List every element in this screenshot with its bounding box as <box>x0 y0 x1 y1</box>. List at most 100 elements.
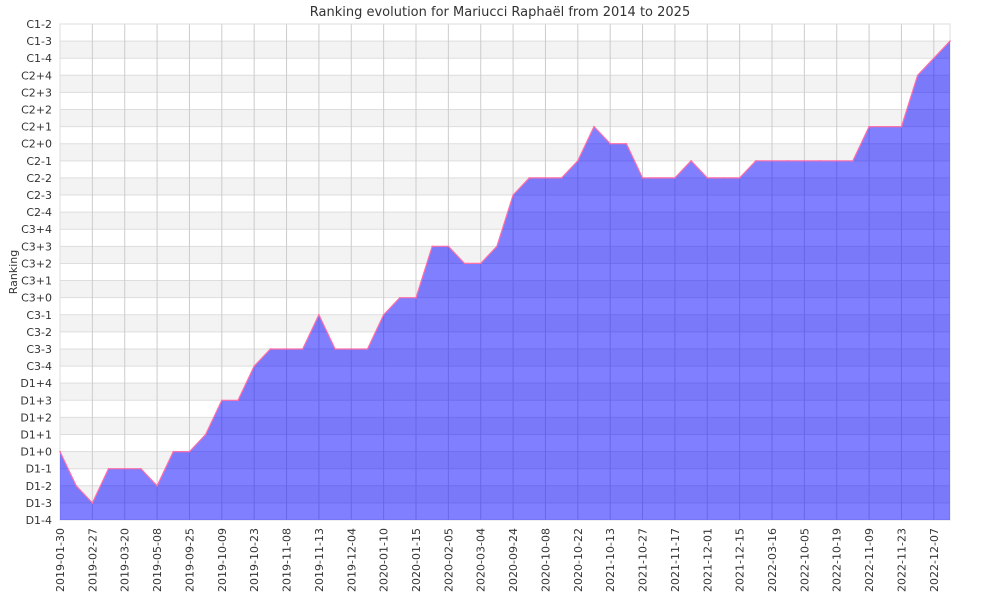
x-tick-label: 2020-10-22 <box>572 528 585 592</box>
x-tick-label: 2022-11-09 <box>863 528 876 592</box>
y-tick-label: C3+0 <box>21 292 52 305</box>
data-point <box>107 467 110 470</box>
grid-band <box>60 41 950 59</box>
y-tick-label: C2+0 <box>21 138 52 151</box>
y-tick-label: D1+4 <box>20 377 52 390</box>
y-tick-label: D1+1 <box>20 428 52 441</box>
x-tick-label: 2019-10-09 <box>216 528 229 592</box>
data-point <box>318 313 320 316</box>
x-tick-label: 2022-10-19 <box>831 528 844 592</box>
y-tick-label: C2-3 <box>26 189 52 202</box>
data-point <box>269 348 272 350</box>
x-tick-label: 2019-05-08 <box>151 528 164 592</box>
y-tick-label: C3+1 <box>21 275 52 288</box>
x-tick-label: 2021-10-27 <box>637 528 650 592</box>
x-tick-label: 2019-12-04 <box>345 528 358 592</box>
x-tick-label: 2020-10-08 <box>539 528 552 592</box>
data-point <box>593 125 595 128</box>
data-point <box>253 365 255 367</box>
grid-band <box>60 143 950 161</box>
data-point <box>560 177 563 179</box>
y-tick-label: D1-2 <box>26 480 52 493</box>
data-point <box>884 125 887 128</box>
y-tick-label: C1-2 <box>26 18 52 31</box>
data-point <box>819 160 822 162</box>
y-tick-label: C2+3 <box>21 86 52 99</box>
data-point <box>625 142 628 145</box>
data-point <box>204 433 207 436</box>
data-point <box>431 245 433 248</box>
data-point <box>771 160 773 162</box>
data-point <box>188 450 191 453</box>
data-point <box>496 245 498 248</box>
data-point <box>463 262 466 265</box>
y-tick-label: C3-1 <box>26 309 52 322</box>
data-point <box>91 502 94 504</box>
y-tick-label: C2+2 <box>21 104 52 117</box>
y-tick-label: C2-2 <box>26 172 52 185</box>
data-point <box>399 296 401 299</box>
data-point <box>285 348 288 350</box>
x-tick-label: 2020-09-24 <box>507 528 520 592</box>
data-point <box>755 160 757 162</box>
data-point <box>172 450 175 453</box>
data-point <box>447 245 450 248</box>
data-point <box>787 160 789 162</box>
ranking-line <box>59 40 951 504</box>
data-point <box>738 177 741 179</box>
x-tick-label: 2022-11-23 <box>895 528 908 592</box>
x-tick-label: 2020-02-05 <box>442 528 455 592</box>
data-point <box>803 160 806 162</box>
x-tick-label: 2019-03-20 <box>119 528 132 592</box>
y-tick-label: C3-3 <box>26 343 52 356</box>
data-point <box>366 348 369 350</box>
y-tick-label: C2+4 <box>21 69 52 82</box>
data-point <box>577 160 579 162</box>
data-point <box>641 177 644 179</box>
data-point <box>479 262 482 265</box>
x-tick-label: 2021-12-15 <box>734 528 747 592</box>
y-tick-label: C1-3 <box>26 35 52 48</box>
y-tick-label: C3+3 <box>21 240 52 253</box>
data-point <box>528 177 531 179</box>
x-tick-label: 2020-01-15 <box>410 528 423 592</box>
data-point <box>674 177 676 179</box>
x-tick-label: 2019-02-27 <box>86 528 99 592</box>
y-tick-label: D1+0 <box>20 446 52 459</box>
data-point <box>334 348 336 350</box>
x-tick-label: 2021-12-01 <box>701 528 714 592</box>
y-tick-label: D1+3 <box>20 394 52 407</box>
x-tick-label: 2019-11-08 <box>281 528 294 592</box>
y-tick-label: C3-4 <box>26 360 52 373</box>
data-point <box>415 296 417 299</box>
data-point <box>59 450 61 453</box>
grid-band <box>60 75 950 93</box>
data-point <box>382 313 385 316</box>
grid-band <box>60 109 950 127</box>
x-tick-label: 2021-10-13 <box>604 528 617 592</box>
y-tick-label: C1-4 <box>26 52 52 65</box>
data-point <box>123 467 126 470</box>
y-tick-label: C2+1 <box>21 121 52 134</box>
y-tick-label: C3+2 <box>21 257 52 270</box>
data-point <box>301 348 304 350</box>
data-point <box>609 142 611 145</box>
y-tick-label: D1-3 <box>26 497 52 510</box>
data-point <box>722 177 725 179</box>
y-tick-label: C2-4 <box>26 206 52 219</box>
y-tick-label: C3+4 <box>21 223 52 236</box>
data-point <box>156 484 158 487</box>
data-point <box>949 40 951 42</box>
data-point <box>140 467 142 470</box>
x-tick-label: 2022-10-05 <box>798 528 811 592</box>
y-tick-label: D1-4 <box>26 514 52 527</box>
data-point <box>657 177 660 179</box>
data-point <box>868 125 870 128</box>
x-tick-label: 2022-03-16 <box>766 528 779 592</box>
chart-title: Ranking evolution for Mariucci Raphaël f… <box>310 5 690 20</box>
x-tick-label: 2020-03-04 <box>475 528 488 592</box>
data-point <box>512 194 514 196</box>
x-tick-label: 2021-11-17 <box>669 528 682 592</box>
y-tick-label: C2-1 <box>26 155 52 168</box>
